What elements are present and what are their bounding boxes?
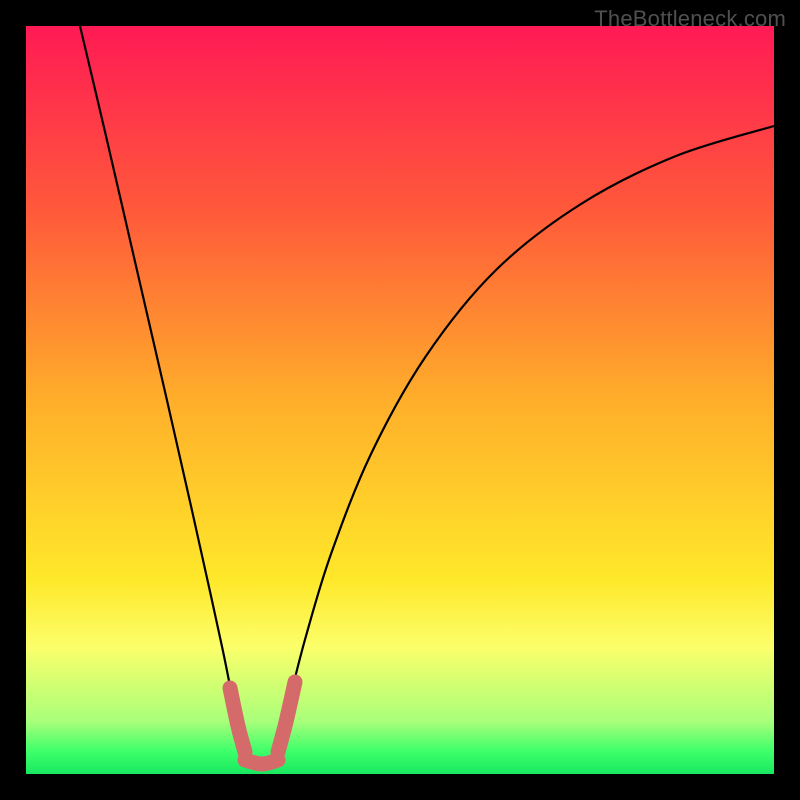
bottleneck-curve: [80, 26, 774, 762]
highlight-bottom: [245, 760, 278, 764]
highlight-right: [278, 682, 295, 752]
curve-group: [80, 26, 774, 764]
chart-frame: TheBottleneck.com: [0, 0, 800, 800]
curve-layer: [0, 0, 800, 800]
highlight-left: [230, 688, 245, 752]
